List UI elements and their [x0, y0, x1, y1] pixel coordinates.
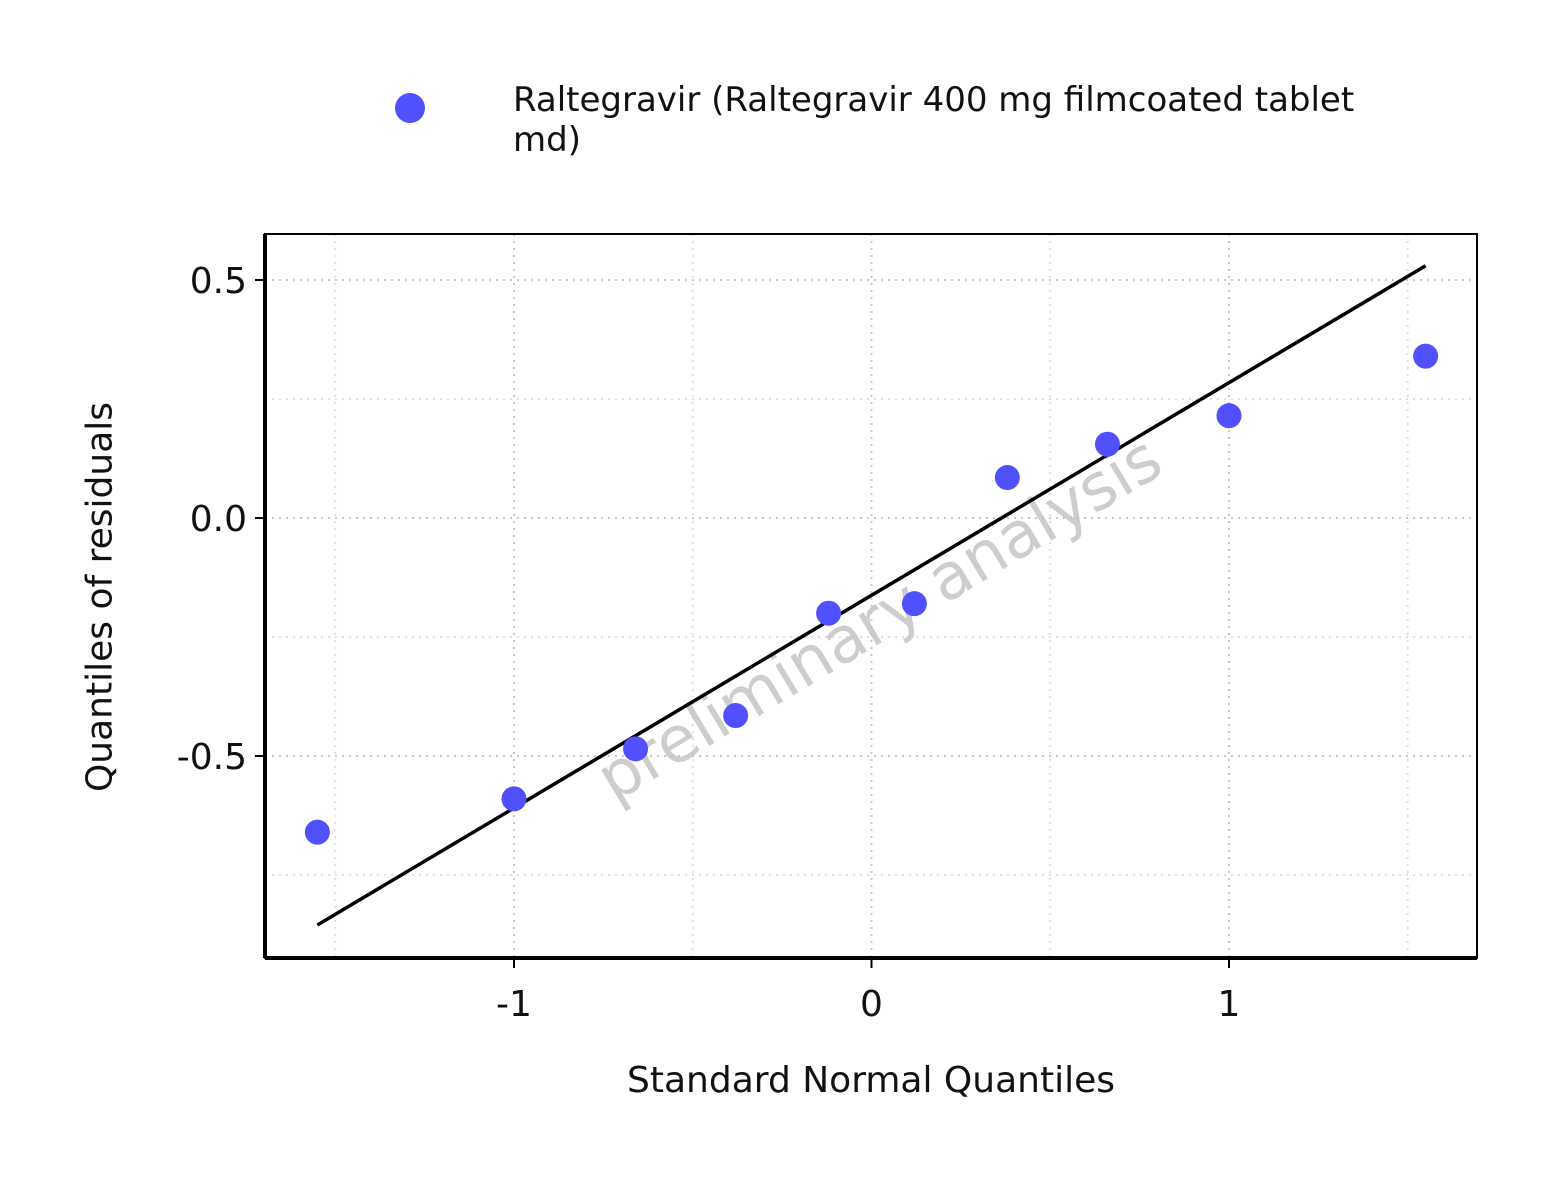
- reference-line-layer: [316, 264, 1427, 927]
- data-point: [1094, 431, 1120, 457]
- data-point: [723, 703, 749, 729]
- data-point: [1413, 343, 1439, 369]
- y-tick-label: -0.5: [177, 737, 247, 778]
- data-point: [901, 591, 927, 617]
- data-point: [623, 736, 649, 762]
- axes: [255, 233, 1478, 968]
- data-point: [304, 819, 330, 845]
- x-tick-label: -1: [496, 984, 532, 1025]
- reference-line: [316, 264, 1427, 927]
- legend: Raltegravir (Raltegravir 400 mg filmcoat…: [395, 78, 1395, 168]
- y-tick-label: 0.0: [190, 499, 247, 540]
- x-tick-label: 0: [860, 984, 883, 1025]
- data-point: [501, 786, 527, 812]
- legend-marker-icon: [395, 93, 425, 123]
- legend-label: Raltegravir (Raltegravir 400 mg filmcoat…: [513, 80, 1355, 160]
- y-axis-label: Quantiles of residuals: [79, 401, 121, 793]
- data-point: [994, 465, 1020, 491]
- x-tick-label: 1: [1218, 984, 1241, 1025]
- data-points: [304, 343, 1439, 845]
- data-point: [1216, 403, 1242, 429]
- tick-labels: -1 0 1 -0.5 0.0 0.5: [177, 261, 1241, 1025]
- x-axis-label: Standard Normal Quantiles: [627, 1060, 1115, 1101]
- y-tick-label: 0.5: [190, 261, 247, 302]
- data-point: [816, 600, 842, 626]
